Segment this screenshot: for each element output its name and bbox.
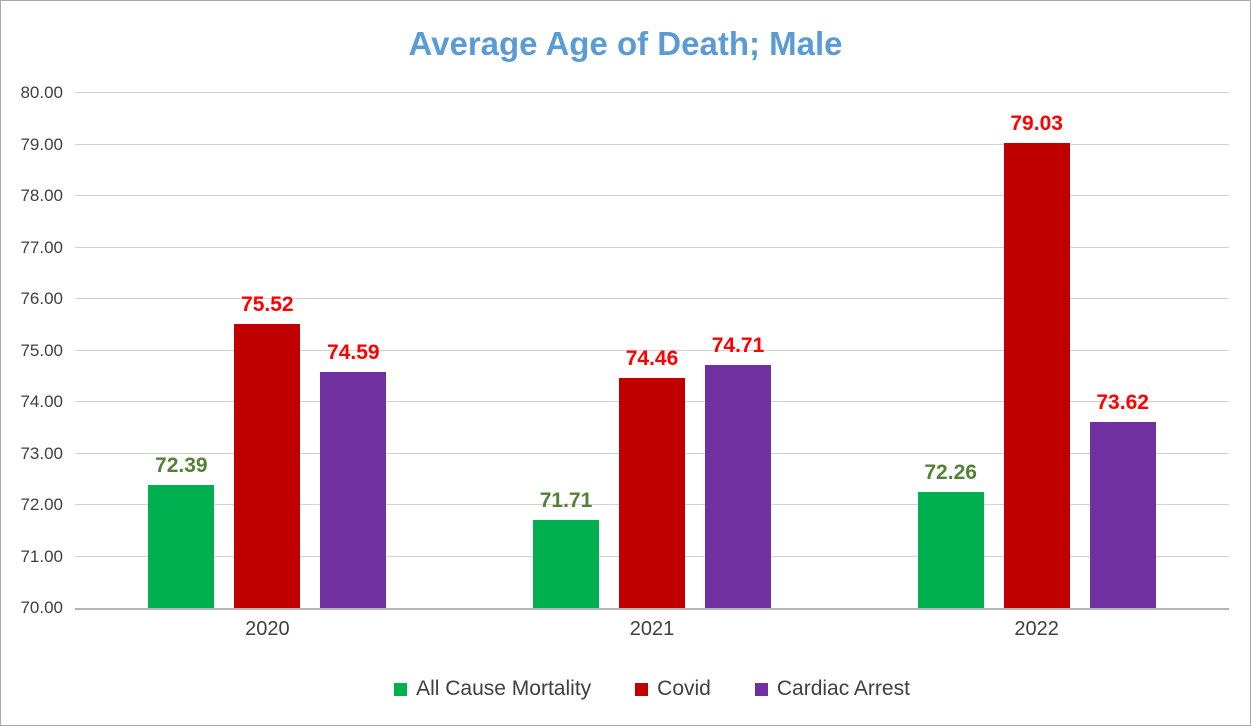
y-tick-label: 75.00 xyxy=(20,340,63,360)
bar-cardiac-arrest-2021 xyxy=(705,365,771,608)
y-tick-label: 74.00 xyxy=(20,392,63,411)
bar-covid-2022 xyxy=(1004,143,1070,608)
y-tick-label: 70.00 xyxy=(20,598,63,617)
gridline xyxy=(75,246,1229,248)
bar-covid-2021 xyxy=(619,378,685,608)
bar-value-label: 75.52 xyxy=(241,293,294,316)
legend-swatch-icon xyxy=(394,682,408,696)
bar-cardiac-arrest-2022 xyxy=(1090,422,1156,608)
bar-all-cause-mortality-2020 xyxy=(148,485,214,608)
chart-title: Average Age of Death; Male xyxy=(408,25,843,62)
x-tick-label: 2022 xyxy=(1014,618,1059,640)
gridline xyxy=(75,143,1229,145)
y-tick-label: 72.00 xyxy=(20,495,63,514)
bar-all-cause-mortality-2022 xyxy=(918,492,984,608)
x-axis: 2020 2021 2022 xyxy=(75,618,1229,648)
y-tick-label: 79.00 xyxy=(20,134,63,154)
x-tick-label: 2021 xyxy=(629,618,675,640)
bar-cardiac-arrest-2020 xyxy=(320,372,386,608)
legend-swatch-icon xyxy=(635,682,649,696)
y-tick-label: 71.00 xyxy=(20,546,63,566)
plot-area: 72.39 75.52 74.59 71.71 74.46 74.71 72.26 79.03… xyxy=(75,92,1229,610)
y-tick-label: 78.00 xyxy=(20,186,63,205)
legend-swatch-icon xyxy=(754,682,768,696)
legend-item-all-cause-mortality: All Cause Mortality xyxy=(394,677,591,701)
y-tick-label: 73.00 xyxy=(20,443,63,463)
bar-value-label: 71.71 xyxy=(539,489,593,512)
gridline xyxy=(75,195,1229,196)
bar-value-label: 74.46 xyxy=(625,347,679,370)
bar-value-label: 74.59 xyxy=(327,341,380,364)
bar-value-label: 79.03 xyxy=(1010,112,1063,135)
y-tick-label: 76.00 xyxy=(20,289,63,308)
bar-value-label: 74.71 xyxy=(711,334,765,357)
y-tick-label: 77.00 xyxy=(20,237,63,257)
legend-label: All Cause Mortality xyxy=(416,677,592,700)
gridline xyxy=(75,298,1229,299)
gridline xyxy=(75,92,1229,93)
y-tick-label: 80.00 xyxy=(20,83,63,102)
bar-value-label: 73.62 xyxy=(1096,391,1149,414)
bar-all-cause-mortality-2021 xyxy=(533,520,599,608)
legend-label: Cardiac Arrest xyxy=(776,677,910,700)
gridline xyxy=(75,349,1229,351)
legend-label: Covid xyxy=(657,677,711,700)
y-axis: 70.00 71.00 72.00 73.00 74.00 75.00 76.00 77.00… xyxy=(1,83,63,617)
bar-covid-2020 xyxy=(234,324,300,608)
legend-item-cardiac-arrest: Cardiac Arrest xyxy=(754,677,910,701)
x-tick-label: 2020 xyxy=(245,618,290,640)
legend: All Cause Mortality Covid Cardiac Arrest xyxy=(75,677,1229,701)
bar-value-label: 72.39 xyxy=(155,454,208,477)
legend-item-covid: Covid xyxy=(635,677,711,701)
bar-value-label: 72.26 xyxy=(924,461,977,484)
